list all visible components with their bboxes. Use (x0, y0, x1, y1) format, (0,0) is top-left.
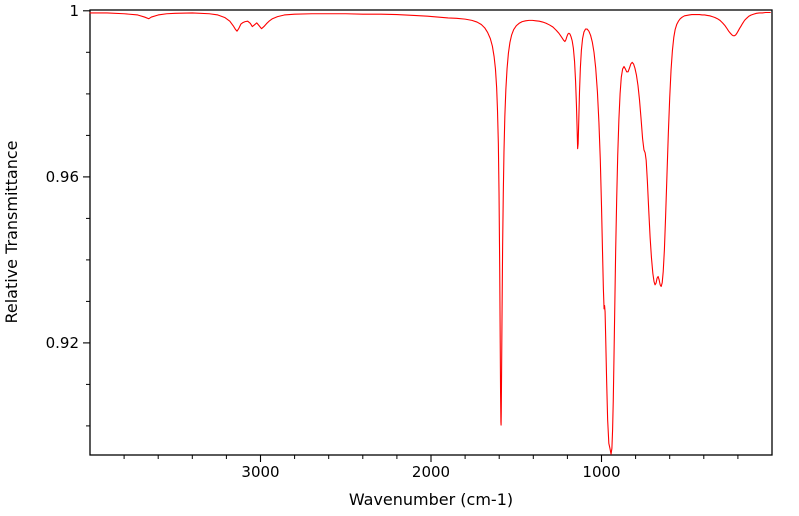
x-tick-label: 3000 (241, 463, 279, 481)
y-tick-label: 1 (69, 2, 79, 20)
y-tick-label: 0.96 (46, 168, 79, 186)
plot-border (89, 9, 773, 456)
y-tick-label: 0.92 (46, 334, 79, 352)
spectrum-curve (89, 11, 771, 455)
y-axis-title: Relative Transmittance (2, 140, 21, 323)
x-tick-label: 1000 (582, 463, 620, 481)
x-tick-label: 2000 (412, 463, 450, 481)
x-axis-title: Wavenumber (cm-1) (349, 490, 513, 509)
plot-layer: 3000 2000 1000 0.92 0.96 1 (46, 2, 773, 481)
